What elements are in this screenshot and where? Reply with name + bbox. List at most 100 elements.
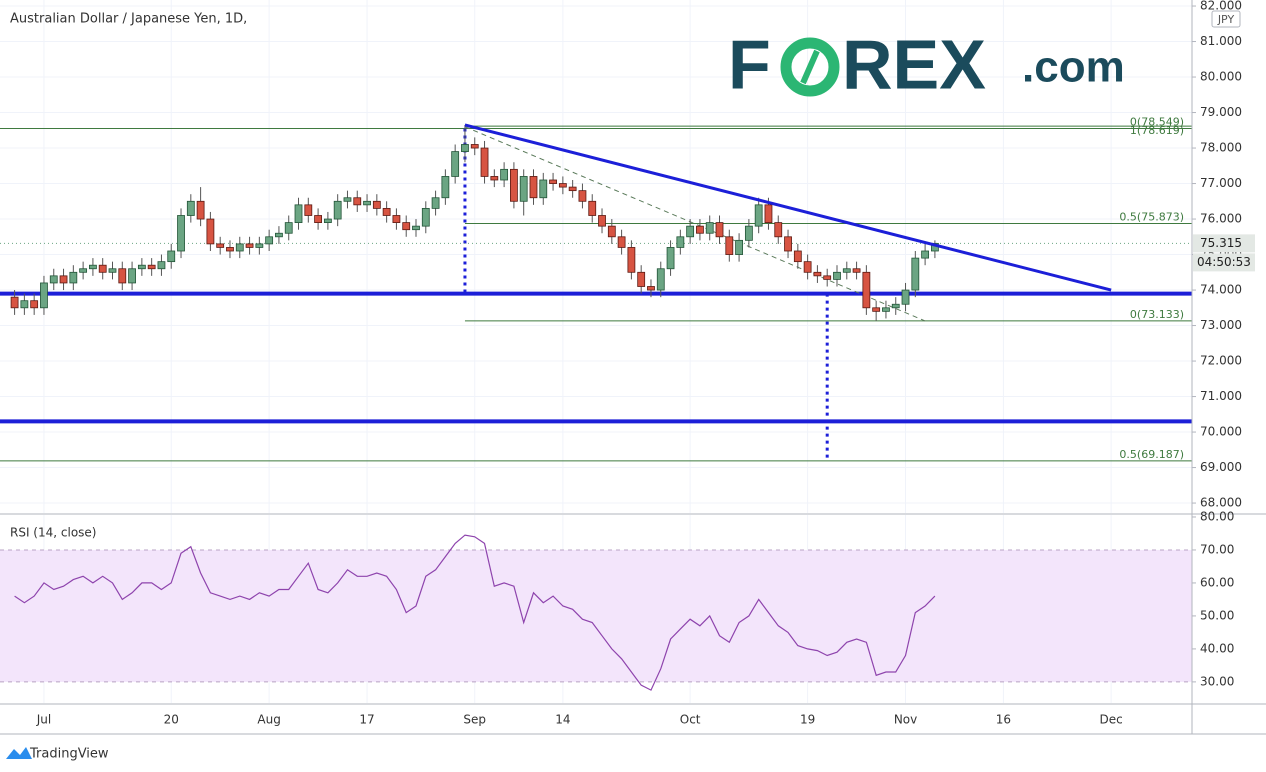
y-tick-label: 78.000 [1200, 141, 1242, 155]
candle-body [784, 236, 792, 252]
rsi-tick-label: 30.00 [1200, 674, 1234, 688]
y-tick-label: 71.000 [1200, 389, 1242, 403]
candle-body [137, 264, 146, 270]
candle-body [89, 264, 97, 270]
logo: F REX .com [728, 25, 1125, 103]
x-tick-label: 16 [996, 713, 1011, 727]
tradingview-icon [6, 747, 32, 759]
candle-body [510, 168, 518, 202]
x-tick-label: Nov [894, 713, 917, 727]
candle-body [578, 190, 587, 202]
candle-body [421, 207, 430, 227]
candle-body [725, 236, 734, 255]
candle-body [872, 307, 881, 312]
dashed-trend [464, 126, 926, 322]
x-tick-label: Aug [257, 713, 280, 727]
candle-body [744, 225, 753, 241]
candle-body [598, 215, 606, 227]
rsi-band [0, 549, 1192, 682]
x-tick-label: 17 [359, 713, 374, 727]
candle-body [372, 200, 381, 209]
candle-body [774, 222, 783, 238]
candle-body [98, 264, 107, 273]
candle-body [607, 225, 616, 238]
candle-body [627, 247, 636, 273]
candle-body [216, 243, 225, 248]
candle-body [891, 303, 900, 309]
y-tick-label: 81.000 [1200, 34, 1242, 48]
fib-label: 1(78.619) [1130, 124, 1184, 137]
candle-body [676, 236, 685, 248]
candle-body [363, 200, 371, 206]
candle-body [529, 176, 538, 199]
candle-body [177, 215, 185, 252]
candle-body [833, 271, 841, 280]
candle-body [803, 261, 812, 273]
rsi-tick-label: 50.00 [1200, 608, 1234, 622]
candle-body [842, 268, 851, 273]
candle-body [696, 225, 704, 234]
y-tick-label: 82.000 [1200, 0, 1242, 13]
rsi-line [14, 534, 936, 691]
candle-body [823, 275, 832, 280]
candle-body [588, 200, 597, 216]
last-price-box [1193, 234, 1255, 253]
candle-body [284, 222, 293, 234]
candle-body [617, 236, 626, 248]
candle-body [901, 289, 910, 305]
candle-body [715, 222, 724, 238]
candle-body [343, 197, 352, 202]
candle-body [558, 183, 567, 188]
y-tick-label: 76.000 [1200, 212, 1242, 226]
candle-body [265, 236, 274, 245]
candle-body [255, 243, 264, 248]
candle-body [480, 147, 489, 177]
candle-body [128, 268, 136, 284]
candle-body [647, 286, 655, 291]
y-tick-label: 77.000 [1200, 176, 1242, 190]
fib-label: 0.5(69.187) [1119, 448, 1184, 461]
candle-body [235, 243, 244, 252]
candle-body [911, 257, 920, 291]
candle-body [549, 179, 557, 184]
candle-body [735, 239, 743, 255]
candle-body [764, 204, 773, 223]
candle-body [196, 200, 205, 220]
candle-body [167, 250, 176, 263]
candle-body [40, 282, 48, 309]
x-tick-label: 20 [164, 713, 179, 727]
candle-body [382, 207, 391, 216]
candle-body [656, 268, 665, 291]
candle-body [323, 218, 332, 223]
candle-body [921, 250, 930, 259]
y-tick-label: 74.000 [1200, 283, 1242, 297]
candle-body [705, 222, 714, 234]
candle-body [461, 144, 469, 152]
chart-title: Australian Dollar / Japanese Yen, 1D, [10, 12, 247, 27]
rsi-tick-label: 70.00 [1200, 542, 1234, 556]
rsi-tick-label: 60.00 [1200, 575, 1234, 589]
candle-body [59, 275, 68, 284]
candle-body [852, 268, 861, 273]
trendline [464, 123, 1112, 292]
fib-label: 0.5(75.873) [1119, 211, 1184, 224]
rsi-background [0, 549, 1192, 683]
candle-body [69, 271, 78, 284]
candle-body [539, 179, 548, 199]
rsi-tick-label: 40.00 [1200, 641, 1234, 655]
candle-body [79, 268, 88, 273]
currency-box [1211, 10, 1241, 28]
candle-body [245, 243, 254, 248]
candle-body [392, 215, 401, 223]
candle-body [519, 176, 528, 202]
candle-body [813, 271, 822, 277]
plot: 1(78.619) 0.5(75.873) 0(73.133) 0(78.549) 0.… [0, 116, 1192, 691]
x-tick-label: Jul [36, 713, 51, 727]
candle-body [451, 151, 460, 177]
x-tick-label: 14 [555, 713, 570, 727]
candle-body [108, 268, 117, 273]
candle-body [490, 176, 499, 181]
y-tick-label: 72.000 [1200, 354, 1242, 368]
candle-body [754, 204, 763, 227]
